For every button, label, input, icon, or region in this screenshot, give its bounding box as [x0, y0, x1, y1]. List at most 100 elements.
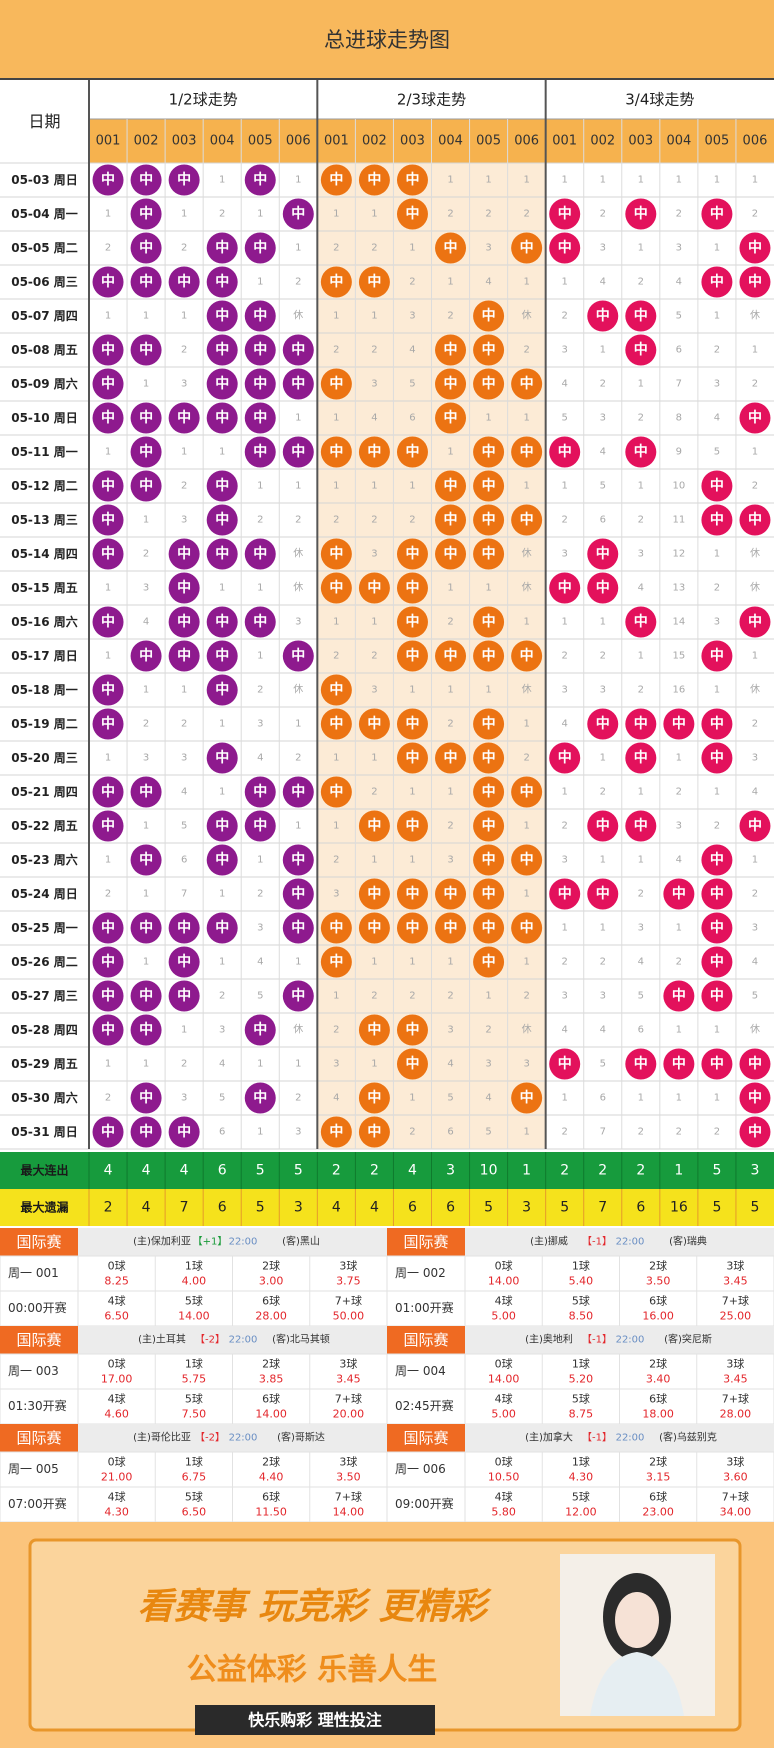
- miss-count: 7: [181, 889, 187, 900]
- hit-badge: [244, 300, 276, 332]
- hit-label: 中: [101, 987, 115, 1004]
- miss-count: 1: [562, 277, 568, 288]
- match-id: 周一 003: [8, 1364, 59, 1378]
- miss-count: 3: [143, 753, 149, 764]
- hit-label: 中: [139, 273, 153, 290]
- miss-count: 5: [485, 1127, 491, 1138]
- hit-badge: [473, 300, 505, 332]
- hit-badge: [396, 810, 428, 842]
- miss-count: 2: [333, 651, 339, 662]
- hit-badge: [282, 912, 314, 944]
- miss-count: 2: [181, 1059, 187, 1070]
- row-date: 05-10 周日: [11, 411, 78, 425]
- hit-badge: [130, 334, 162, 366]
- kickoff-time: 22:00: [229, 1237, 258, 1248]
- miss-count: 4: [562, 719, 568, 730]
- hit-label: 中: [291, 885, 305, 902]
- hit-badge: [396, 742, 428, 774]
- hit-badge: [663, 878, 695, 910]
- hit-badge: [625, 300, 657, 332]
- hit-badge: [511, 844, 543, 876]
- hit-badge: [244, 606, 276, 638]
- hit-badge: [511, 504, 543, 536]
- odds-value: 16.00: [642, 1310, 674, 1323]
- hit-label: 中: [596, 545, 610, 562]
- miss-count: 3: [181, 379, 187, 390]
- hit-label: 中: [520, 919, 534, 936]
- hit-label: 中: [253, 1089, 267, 1106]
- league-badge: [387, 1228, 465, 1256]
- match-id: 周一 001: [8, 1266, 59, 1280]
- miss-count: 2: [523, 345, 529, 356]
- summary-value: 2: [560, 1163, 569, 1179]
- summary-value: 5: [256, 1200, 265, 1216]
- hit-badge: [168, 402, 200, 434]
- hit-label: 中: [329, 783, 343, 800]
- hit-badge: [130, 844, 162, 876]
- odds-label: 7+球: [722, 1294, 749, 1308]
- miss-count: 1: [181, 1025, 187, 1036]
- hit-badge: [320, 708, 352, 740]
- hit-label: 中: [367, 171, 381, 188]
- hit-badge: [435, 912, 467, 944]
- miss-count: 1: [714, 1025, 720, 1036]
- odds-value: 5.40: [569, 1275, 594, 1288]
- miss-count: 12: [672, 549, 685, 560]
- odds-label: 6球: [649, 1392, 667, 1406]
- miss-count: 1: [333, 481, 339, 492]
- hit-badge: [739, 1048, 771, 1080]
- miss-count: 1: [295, 1059, 301, 1070]
- hit-badge: [473, 368, 505, 400]
- hit-label: 中: [253, 341, 267, 358]
- hit-label: 中: [139, 341, 153, 358]
- odds-label: 1球: [185, 1259, 203, 1273]
- hit-badge: [206, 470, 238, 502]
- miss-count: 1: [523, 889, 529, 900]
- miss-count: 2: [676, 209, 682, 220]
- miss-count: 1: [409, 957, 415, 968]
- hit-badge: [282, 640, 314, 672]
- column-header: 003: [172, 134, 197, 149]
- miss-count: 1: [447, 685, 453, 696]
- group-header: 2/3球走势: [397, 91, 466, 109]
- hit-badge: [625, 810, 657, 842]
- hit-badge: [320, 674, 352, 706]
- miss-count: 2: [181, 243, 187, 254]
- match-row-bg: [386, 1486, 774, 1523]
- hit-badge: [511, 640, 543, 672]
- odds-value: 4.40: [259, 1471, 284, 1484]
- hit-badge: [130, 912, 162, 944]
- miss-count: 5: [600, 1059, 606, 1070]
- match-kickoff: 02:45开赛: [395, 1398, 454, 1413]
- miss-count: 5: [219, 1093, 225, 1104]
- hit-label: 中: [405, 817, 419, 834]
- miss-count: 2: [371, 787, 377, 798]
- hit-badge: [206, 266, 238, 298]
- home-team: (主)土耳其: [138, 1333, 186, 1346]
- miss-count: 14: [672, 617, 685, 628]
- hit-badge: [701, 844, 733, 876]
- banner-motto: 公益体彩 乐善人生: [187, 1653, 437, 1688]
- match-row-bg: [386, 1353, 774, 1390]
- summary-value: 2: [332, 1163, 341, 1179]
- hit-label: 中: [596, 579, 610, 596]
- column-header: 006: [514, 134, 539, 149]
- column-header: 005: [248, 134, 273, 149]
- hit-badge: [206, 368, 238, 400]
- hit-badge: [435, 470, 467, 502]
- miss-count: 2: [181, 719, 187, 730]
- miss-count: 2: [257, 889, 263, 900]
- row-date: 05-27 周三: [11, 989, 78, 1003]
- miss-count: 1: [485, 175, 491, 186]
- hit-badge: [206, 538, 238, 570]
- miss-count: 休: [750, 1024, 760, 1036]
- miss-count: 2: [371, 991, 377, 1002]
- odds-value: 17.00: [101, 1373, 133, 1386]
- miss-count: 1: [257, 209, 263, 220]
- hit-label: 中: [215, 647, 229, 664]
- hit-badge: [244, 334, 276, 366]
- summary-value: 4: [370, 1200, 379, 1216]
- hit-label: 中: [520, 1089, 534, 1106]
- miss-count: 1: [295, 481, 301, 492]
- kickoff-time: 22:00: [616, 1433, 645, 1444]
